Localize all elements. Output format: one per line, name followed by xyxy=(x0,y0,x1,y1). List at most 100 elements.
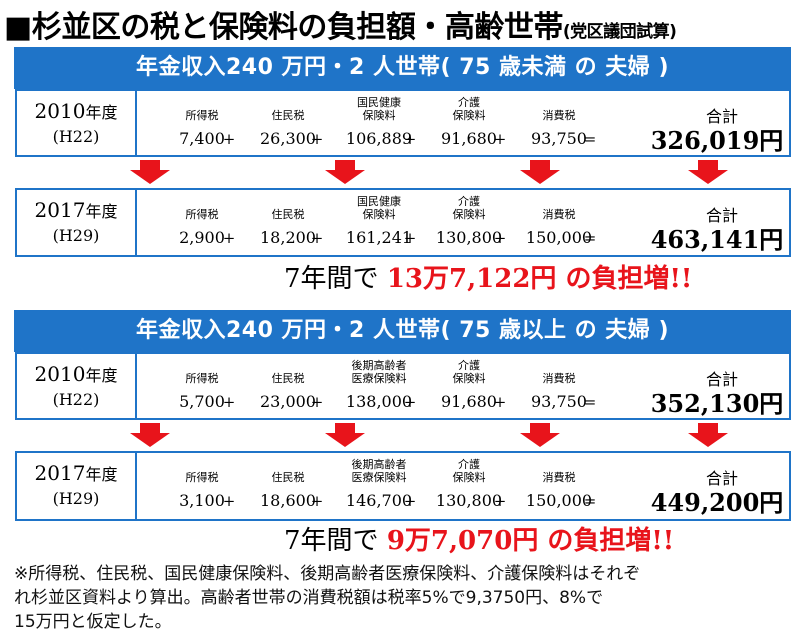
equals-sign: = xyxy=(583,393,597,411)
section2-banner: 年金収入240 万円・2 人世帯( 75 歳以上 の 夫婦 ) xyxy=(14,310,791,352)
plus-sign: + xyxy=(493,393,507,411)
equals-sign: = xyxy=(583,492,597,510)
item-label: 介護 保険料 xyxy=(452,96,486,122)
year-cell: 2010年度 (H22) xyxy=(17,354,137,418)
plus-sign: + xyxy=(222,130,236,148)
down-arrow-icon xyxy=(688,160,728,184)
increase-suffix: の負担増!! xyxy=(538,526,675,556)
year-label: 2010年度 xyxy=(17,362,135,386)
item-value: 93,750 xyxy=(531,392,587,411)
plus-sign: + xyxy=(403,492,417,510)
item-value: 91,680 xyxy=(441,392,497,411)
plus-sign: + xyxy=(403,393,417,411)
item-label: 介護 保険料 xyxy=(452,359,486,385)
item-value: 91,680 xyxy=(441,129,497,148)
item-value: 2,900 xyxy=(179,228,225,247)
item-label: 住民税 xyxy=(271,208,305,221)
plus-sign: + xyxy=(310,130,324,148)
section1-banner: 年金収入240 万円・2 人世帯( 75 歳未満 の 夫婦 ) xyxy=(14,47,791,89)
item-label: 所得税 xyxy=(185,208,219,221)
increase-prefix: 7年間で xyxy=(284,526,387,556)
item-value: 150,000 xyxy=(525,228,593,247)
plus-sign: + xyxy=(310,393,324,411)
plus-sign: + xyxy=(493,492,507,510)
year-cell: 2017年度 (H29) xyxy=(17,453,137,519)
total-label: 合計 xyxy=(705,469,738,488)
item-value: 26,300 xyxy=(260,129,316,148)
item-value: 18,600 xyxy=(260,491,316,510)
era-label: (H29) xyxy=(52,489,100,508)
total-value: 449,200円 xyxy=(650,488,784,517)
year-number: 2010 xyxy=(34,362,86,386)
item-value: 130,800 xyxy=(435,491,503,510)
item-label: 住民税 xyxy=(271,471,305,484)
footnote: ※所得税、住民税、国民健康保険料、後期高齢者医療保険料、介護保険料はそれぞ れ杉… xyxy=(14,562,804,634)
down-arrow-icon xyxy=(325,160,365,184)
item-label: 所得税 xyxy=(185,372,219,385)
item-label: 所得税 xyxy=(185,471,219,484)
item-label: 後期高齢者 医療保険料 xyxy=(351,458,407,484)
down-arrow-icon xyxy=(325,423,365,447)
item-label: 介護 保険料 xyxy=(452,195,486,221)
item-value: 161,241 xyxy=(345,228,413,247)
year-label: 2017年度 xyxy=(17,198,135,222)
down-arrow-icon xyxy=(130,160,170,184)
era-label: (H22) xyxy=(52,390,100,409)
item-value: 138,000 xyxy=(345,392,413,411)
section2-row-2010: 2010年度 (H22) 所得税 5,700 住民税 23,000 後期高齢者 医療保険料 1… xyxy=(15,352,791,420)
item-value: 18,200 xyxy=(260,228,316,247)
item-value: 5,700 xyxy=(179,392,225,411)
item-value: 130,800 xyxy=(435,228,503,247)
item-label: 国民健康 保険料 xyxy=(357,195,401,221)
total-value: 326,019円 xyxy=(650,126,784,155)
item-label: 後期高齢者 医療保険料 xyxy=(351,359,407,385)
item-value: 23,000 xyxy=(260,392,316,411)
year-suffix: 年度 xyxy=(85,465,118,484)
item-value: 3,100 xyxy=(179,491,225,510)
item-label: 国民健康 保険料 xyxy=(357,96,401,122)
era-label: (H22) xyxy=(52,127,100,146)
title-subtitle: (党区議団試算) xyxy=(562,22,677,42)
item-label: 住民税 xyxy=(271,109,305,122)
year-cell: 2010年度 (H22) xyxy=(17,91,137,155)
title-main: ■杉並区の税と保険料の負担額・高齢世帯 xyxy=(4,10,563,45)
down-arrow-icon xyxy=(130,423,170,447)
total-label: 合計 xyxy=(705,206,738,225)
item-label: 住民税 xyxy=(271,372,305,385)
down-arrow-icon xyxy=(520,423,560,447)
item-value: 93,750 xyxy=(531,129,587,148)
item-value: 7,400 xyxy=(179,129,225,148)
footnote-line: 15万円と仮定した。 xyxy=(14,612,172,632)
increase-amount: 13万7,122円 xyxy=(386,264,557,294)
plus-sign: + xyxy=(493,130,507,148)
equals-sign: = xyxy=(583,130,597,148)
year-number: 2017 xyxy=(34,461,86,485)
year-cell: 2017年度 (H29) xyxy=(17,190,137,255)
item-label: 介護 保険料 xyxy=(452,458,486,484)
total-value: 463,141円 xyxy=(650,225,784,254)
era-label: (H29) xyxy=(52,226,100,245)
increase-amount: 9万7,070円 xyxy=(386,526,539,556)
plus-sign: + xyxy=(403,229,417,247)
down-arrow-icon xyxy=(688,423,728,447)
year-suffix: 年度 xyxy=(85,366,118,385)
down-arrow-icon xyxy=(520,160,560,184)
plus-sign: + xyxy=(310,492,324,510)
section2-increase: 7年間で 9万7,070円 の負担増!! xyxy=(284,520,674,557)
equals-sign: = xyxy=(583,229,597,247)
year-number: 2010 xyxy=(34,99,86,123)
increase-prefix: 7年間で xyxy=(284,264,387,294)
plus-sign: + xyxy=(403,130,417,148)
plus-sign: + xyxy=(222,393,236,411)
year-label: 2010年度 xyxy=(17,99,135,123)
section2-row-2017: 2017年度 (H29) 所得税 3,100 住民税 18,600 後期高齢者 医療保険料 1… xyxy=(15,451,791,521)
item-label: 消費税 xyxy=(542,208,576,221)
total-label: 合計 xyxy=(705,107,738,126)
increase-suffix: の負担増!! xyxy=(556,264,693,294)
year-suffix: 年度 xyxy=(85,202,118,221)
item-value: 146,700 xyxy=(345,491,413,510)
year-label: 2017年度 xyxy=(17,461,135,485)
total-label: 合計 xyxy=(705,370,738,389)
page-title: ■杉並区の税と保険料の負担額・高齢世帯(党区議団試算) xyxy=(4,2,677,46)
plus-sign: + xyxy=(493,229,507,247)
